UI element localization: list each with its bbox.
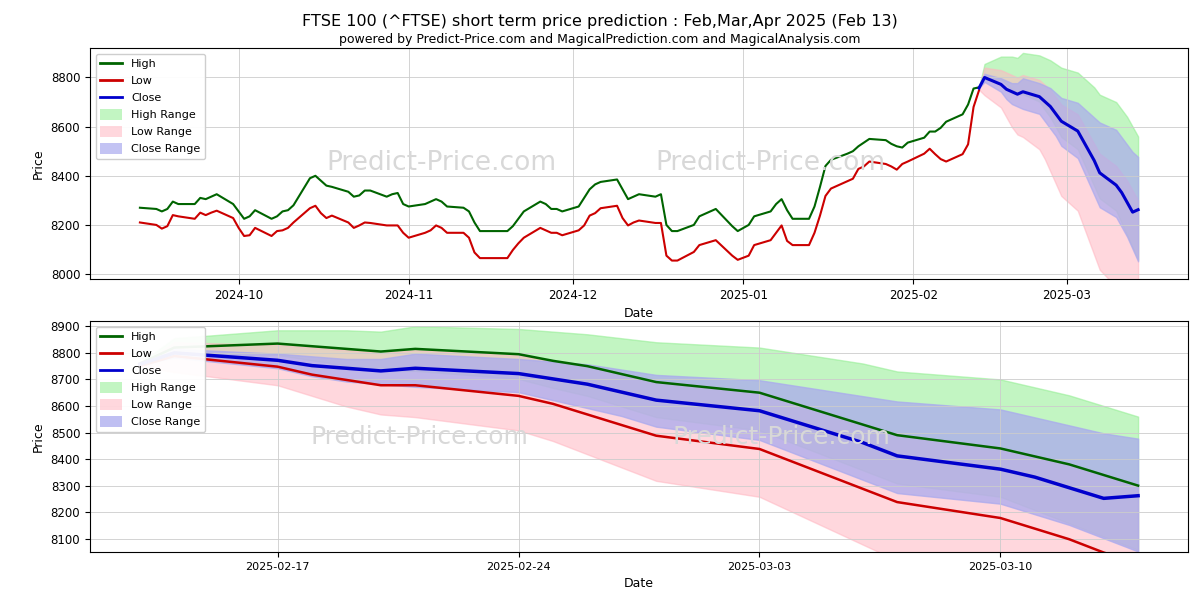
Legend: High, Low, Close, High Range, Low Range, Close Range: High, Low, Close, High Range, Low Range,… — [96, 53, 205, 159]
Y-axis label: Price: Price — [32, 148, 46, 179]
Text: Predict-Price.com: Predict-Price.com — [326, 151, 557, 176]
Legend: High, Low, Close, High Range, Low Range, Close Range: High, Low, Close, High Range, Low Range,… — [96, 326, 205, 432]
X-axis label: Date: Date — [624, 307, 654, 320]
Text: Predict-Price.com: Predict-Price.com — [655, 151, 886, 176]
Text: FTSE 100 (^FTSE) short term price prediction : Feb,Mar,Apr 2025 (Feb 13): FTSE 100 (^FTSE) short term price predic… — [302, 14, 898, 29]
Text: Predict-Price.com: Predict-Price.com — [673, 425, 890, 449]
Y-axis label: Price: Price — [32, 421, 46, 452]
Text: Predict-Price.com: Predict-Price.com — [311, 425, 528, 449]
X-axis label: Date: Date — [624, 577, 654, 590]
Text: powered by Predict-Price.com and MagicalPrediction.com and MagicalAnalysis.com: powered by Predict-Price.com and Magical… — [340, 33, 860, 46]
